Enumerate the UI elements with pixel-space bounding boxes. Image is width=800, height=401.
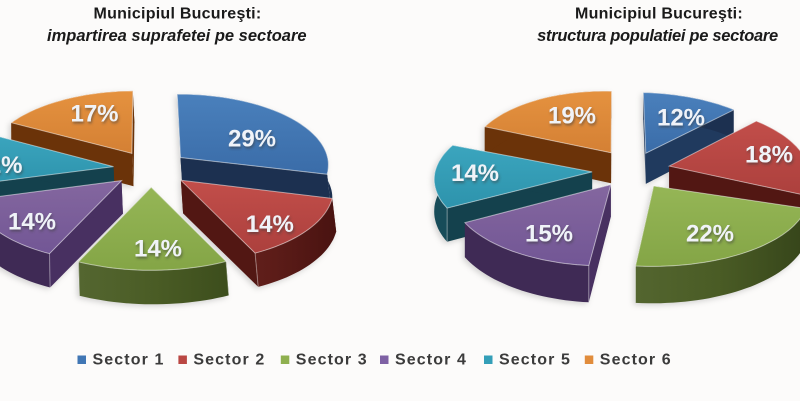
svg-text:Sector 4: Sector 4 [395,352,467,369]
svg-text:22%: 22% [686,221,734,248]
svg-text:15%: 15% [525,221,573,248]
svg-text:29%: 29% [228,126,276,153]
svg-text:12%: 12% [0,152,23,179]
svg-text:Sector 6: Sector 6 [600,352,672,369]
svg-text:14%: 14% [451,160,499,187]
svg-text:Sector 2: Sector 2 [193,352,265,369]
svg-text:Municipiul Bucureşti:: Municipiul Bucureşti: [575,6,743,23]
svg-text:18%: 18% [745,142,793,169]
svg-text:Sector 1: Sector 1 [93,352,165,369]
svg-text:Sector 3: Sector 3 [296,352,368,369]
svg-text:Sector 5: Sector 5 [499,352,571,369]
svg-text:14%: 14% [246,211,294,238]
svg-text:Municipiul Bucureşti:: Municipiul Bucureşti: [94,6,262,23]
svg-text:structura populatiei pe sectoa: structura populatiei pe sectoare [537,27,778,45]
svg-text:12%: 12% [657,105,705,132]
svg-text:17%: 17% [70,101,118,128]
svg-text:impartirea suprafetei pe secto: impartirea suprafetei pe sectoare [47,27,307,45]
svg-text:14%: 14% [134,236,182,263]
svg-text:14%: 14% [8,209,56,236]
svg-text:19%: 19% [548,103,596,130]
